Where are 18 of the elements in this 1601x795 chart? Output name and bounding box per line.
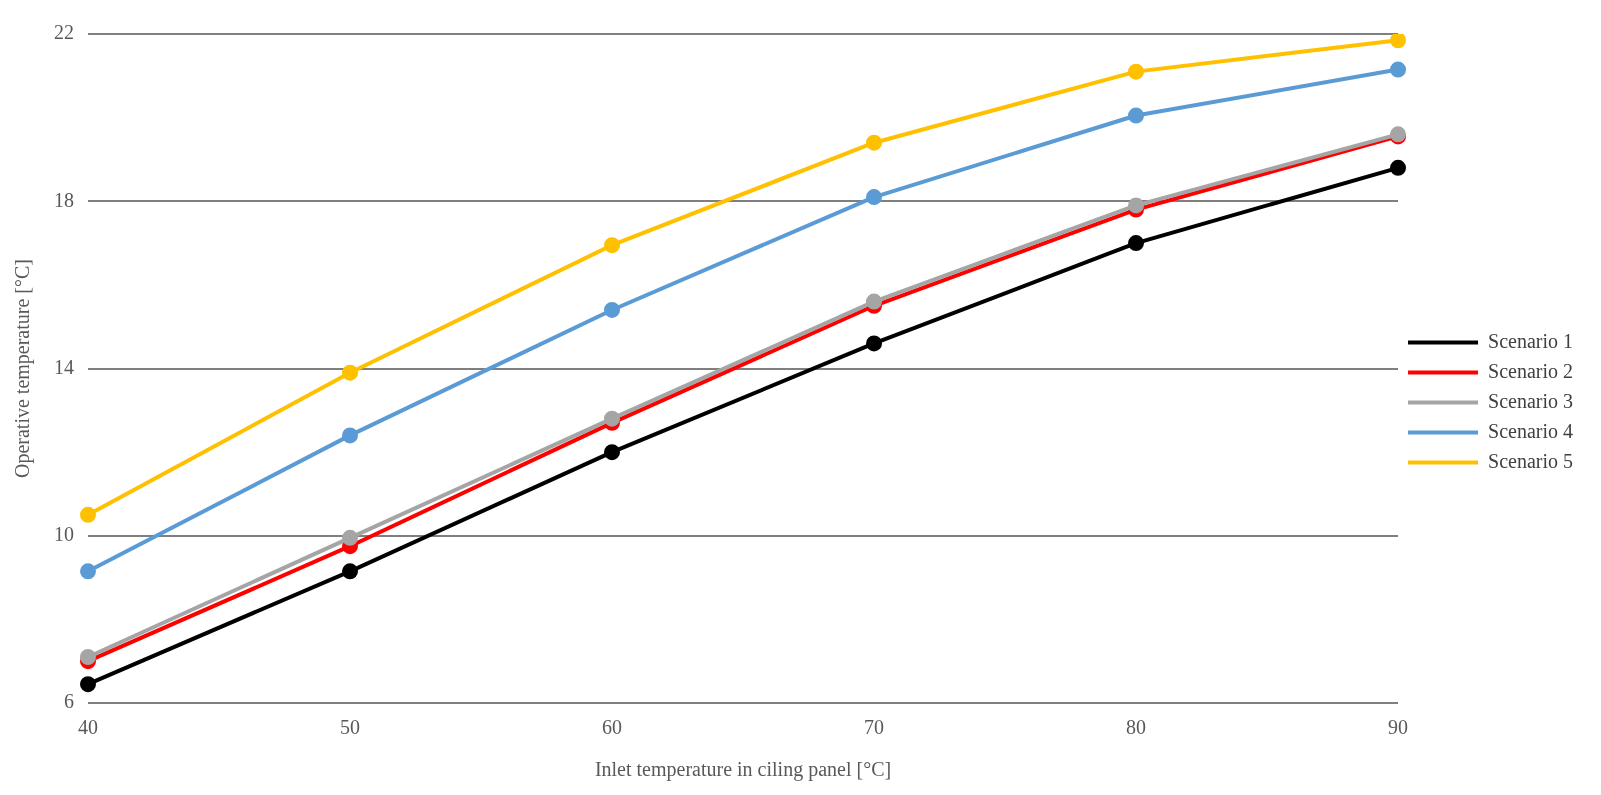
legend-label: Scenario 5 <box>1488 449 1574 472</box>
y-tick-label: 6 <box>64 690 74 713</box>
x-tick-label: 40 <box>78 716 98 739</box>
x-tick-label: 50 <box>340 716 361 739</box>
legend-label: Scenario 1 <box>1488 329 1574 352</box>
x-tick-label: 80 <box>1126 716 1147 739</box>
y-axis-title: Operative temperature [°C] <box>11 258 35 479</box>
x-tick-label: 60 <box>602 716 623 739</box>
y-tick-label: 14 <box>54 355 74 378</box>
y-tick-label: 10 <box>54 523 74 545</box>
x-tick-label: 90 <box>1388 716 1409 739</box>
y-tick-label: 22 <box>54 21 74 44</box>
legend-label: Scenario 3 <box>1488 389 1574 412</box>
legend-label: Scenario 2 <box>1488 359 1574 382</box>
x-tick-label: 70 <box>864 716 885 739</box>
legend-label: Scenario 4 <box>1488 419 1574 442</box>
y-tick-label: 18 <box>54 188 74 211</box>
x-axis-title: Inlet temperature in ciling panel [°C] <box>594 758 892 782</box>
